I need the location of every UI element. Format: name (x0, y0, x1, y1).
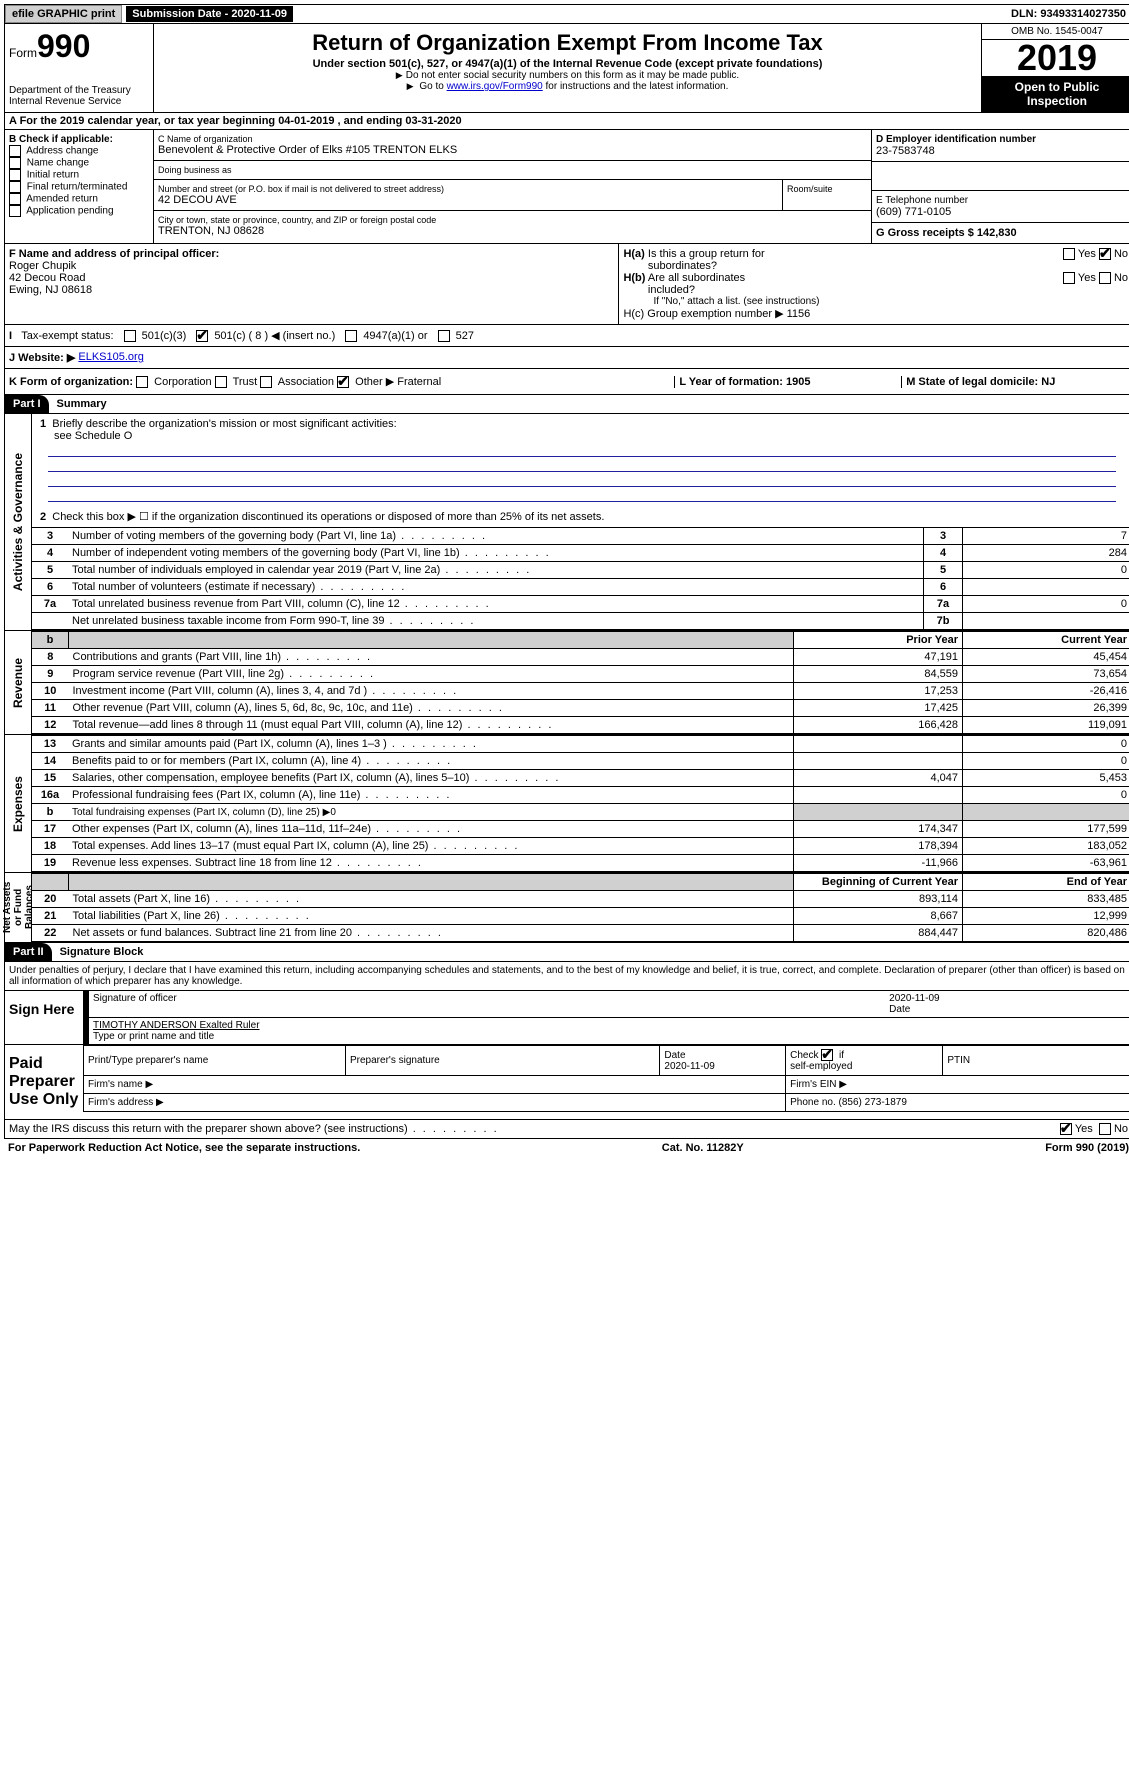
form-label: Form990 (9, 28, 149, 65)
preparer-phone: Phone no. (856) 273-1879 (786, 1094, 1129, 1112)
inspection-badge: Open to Public Inspection (982, 76, 1129, 112)
exp-row-19: 19Revenue less expenses. Subtract line 1… (32, 855, 1129, 872)
expenses-section: Expenses 13Grants and similar amounts pa… (4, 735, 1129, 873)
sign-here-block: Sign Here Signature of officer 2020-11-0… (4, 991, 1129, 1045)
checkbox-amended-return[interactable]: Amended return (9, 193, 149, 205)
subtitle-1: Under section 501(c), 527, or 4947(a)(1)… (158, 58, 977, 70)
checkbox-name-change[interactable]: Name change (9, 157, 149, 169)
exp-row-16a: 16aProfessional fundraising fees (Part I… (32, 787, 1129, 804)
gov-row-4: 4Number of independent voting members of… (32, 545, 1129, 562)
net-row-22: 22Net assets or fund balances. Subtract … (32, 925, 1129, 942)
checkbox-address-change[interactable]: Address change (9, 145, 149, 157)
part1-header: Part I Summary (4, 395, 1129, 414)
gov-row-5: 5Total number of individuals employed in… (32, 562, 1129, 579)
exp-row-15: 15Salaries, other compensation, employee… (32, 770, 1129, 787)
row-j-website: J Website: ▶ ELKS105.org (4, 347, 1129, 369)
exp-row-17: 17Other expenses (Part IX, column (A), l… (32, 821, 1129, 838)
paid-preparer-block: Paid Preparer Use Only Print/Type prepar… (4, 1045, 1129, 1120)
city-address: TRENTON, NJ 08628 (158, 225, 867, 237)
dba-cell: Doing business as (154, 161, 871, 180)
subtitle-3: Go to www.irs.gov/Form990 for instructio… (158, 81, 977, 92)
subtitle-2: Do not enter social security numbers on … (158, 70, 977, 81)
mission-text: see Schedule O (54, 430, 132, 442)
row-fh: F Name and address of principal officer:… (4, 244, 1129, 325)
form-header: Form990 Department of the Treasury Inter… (4, 24, 1129, 113)
group-exemption: H(c) Group exemption number ▶ 1156 (623, 307, 1128, 320)
gov-row-7b: Net unrelated business taxable income fr… (32, 613, 1129, 630)
netassets-section: Net Assets or Fund Balances Beginning of… (4, 873, 1129, 943)
row-i-tax-status: I Tax-exempt status: 501(c)(3) 501(c) ( … (4, 325, 1129, 347)
exp-row-b: bTotal fundraising expenses (Part IX, co… (32, 804, 1129, 821)
tax-year: 2019 (982, 40, 1129, 76)
gross-receipts: G Gross receipts $ 142,830 (872, 223, 1129, 243)
row-a-tax-year: A For the 2019 calendar year, or tax yea… (4, 113, 1129, 130)
org-name: Benevolent & Protective Order of Elks #1… (158, 144, 867, 156)
officer-typed-name: TIMOTHY ANDERSON Exalted Ruler (93, 1020, 260, 1031)
efile-button[interactable]: efile GRAPHIC print (5, 5, 122, 23)
org-name-cell: C Name of organization Benevolent & Prot… (154, 130, 871, 161)
submission-date: Submission Date - 2020-11-09 (126, 6, 293, 22)
dept-label: Department of the Treasury Internal Reve… (9, 85, 149, 107)
gov-row-6: 6Total number of volunteers (estimate if… (32, 579, 1129, 596)
col-b-checkboxes: B Check if applicable: Address change Na… (5, 130, 154, 243)
footer: For Paperwork Reduction Act Notice, see … (4, 1139, 1129, 1157)
checkbox-initial-return[interactable]: Initial return (9, 169, 149, 181)
row-k-form-org: K Form of organization: Corporation Trus… (4, 369, 1129, 395)
gov-row-3: 3Number of voting members of the governi… (32, 528, 1129, 545)
street-address: 42 DECOU AVE (158, 194, 778, 206)
checkbox-application-pending[interactable]: Application pending (9, 205, 149, 217)
section-bcd: B Check if applicable: Address change Na… (4, 130, 1129, 244)
perjury-statement: Under penalties of perjury, I declare th… (4, 962, 1129, 991)
gov-row-7a: 7aTotal unrelated business revenue from … (32, 596, 1129, 613)
rev-row-9: 9Program service revenue (Part VIII, lin… (32, 666, 1129, 683)
exp-row-18: 18Total expenses. Add lines 13–17 (must … (32, 838, 1129, 855)
form-title: Return of Organization Exempt From Incom… (158, 30, 977, 56)
rev-row-8: 8Contributions and grants (Part VIII, li… (32, 649, 1129, 666)
rev-row-12: 12Total revenue—add lines 8 through 11 (… (32, 717, 1129, 734)
irs-link[interactable]: www.irs.gov/Form990 (447, 81, 543, 92)
checkbox-final-return-terminated[interactable]: Final return/terminated (9, 181, 149, 193)
part2-header: Part II Signature Block (4, 943, 1129, 962)
website-link[interactable]: ELKS105.org (78, 351, 143, 364)
exp-row-14: 14Benefits paid to or for members (Part … (32, 753, 1129, 770)
exp-row-13: 13Grants and similar amounts paid (Part … (32, 736, 1129, 753)
officer-name: Roger Chupik (9, 260, 614, 272)
net-row-20: 20Total assets (Part X, line 16)893,1148… (32, 891, 1129, 908)
rev-row-10: 10Investment income (Part VIII, column (… (32, 683, 1129, 700)
net-row-21: 21Total liabilities (Part X, line 26)8,6… (32, 908, 1129, 925)
top-bar: efile GRAPHIC print Submission Date - 20… (4, 4, 1129, 24)
dln: DLN: 93493314027350 (1005, 6, 1129, 22)
discuss-row: May the IRS discuss this return with the… (4, 1120, 1129, 1139)
revenue-section: Revenue bPrior YearCurrent Year8Contribu… (4, 631, 1129, 735)
governance-section: Activities & Governance 1 Briefly descri… (4, 414, 1129, 631)
ein: 23-7583748 (876, 145, 1128, 157)
rev-row-11: 11Other revenue (Part VIII, column (A), … (32, 700, 1129, 717)
phone: (609) 771-0105 (876, 206, 1128, 218)
